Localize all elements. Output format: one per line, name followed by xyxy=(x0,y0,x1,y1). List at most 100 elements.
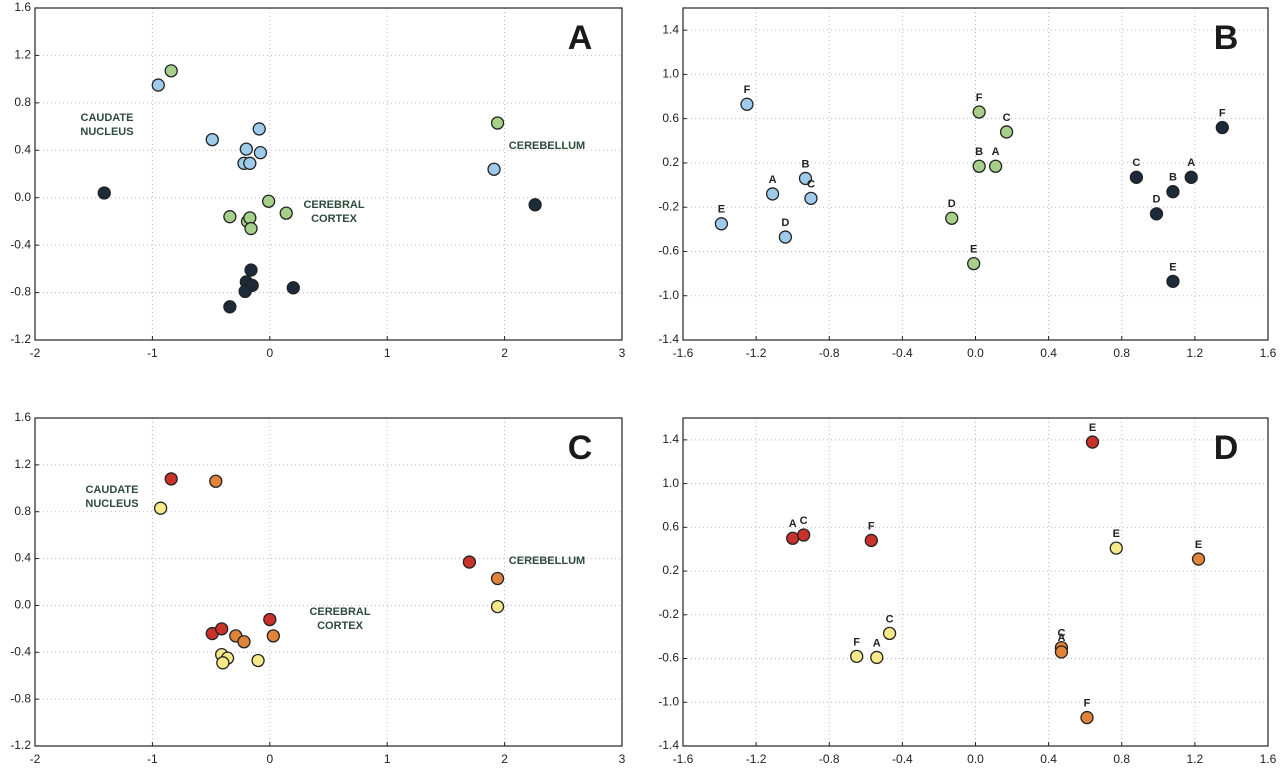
point xyxy=(261,194,276,208)
point xyxy=(252,122,266,136)
point xyxy=(1184,170,1198,184)
point-label: E xyxy=(718,204,725,216)
point xyxy=(882,626,897,641)
region-label: CORTEX xyxy=(311,213,358,225)
y-tick-label: -0.6 xyxy=(658,651,679,665)
point xyxy=(786,531,800,545)
y-tick-label: -0.2 xyxy=(658,199,679,213)
point xyxy=(205,132,219,147)
point xyxy=(999,125,1014,139)
x-tick-label: 3 xyxy=(619,752,626,766)
point xyxy=(797,528,811,542)
x-tick-label: 2 xyxy=(501,752,508,766)
y-tick-label: 1.4 xyxy=(662,432,679,446)
x-tick-label: 0.0 xyxy=(967,346,984,360)
x-tick-label: -0.4 xyxy=(892,346,913,360)
point xyxy=(972,105,986,119)
point xyxy=(216,656,230,670)
y-tick-label: 1.0 xyxy=(662,67,679,81)
point-label: A xyxy=(1187,157,1195,169)
point-label: E xyxy=(970,244,977,256)
point xyxy=(223,300,237,314)
point xyxy=(490,571,505,586)
x-tick-label: -2 xyxy=(30,752,41,766)
point xyxy=(251,653,265,668)
region-label: CAUDATE xyxy=(86,484,139,496)
x-tick-label: -1 xyxy=(147,752,158,766)
point xyxy=(253,146,268,160)
y-tick-label: 0.2 xyxy=(662,563,679,577)
point xyxy=(164,472,178,486)
y-tick-label: 0.4 xyxy=(14,142,31,156)
point-label: B xyxy=(802,158,810,170)
point xyxy=(714,217,729,231)
point xyxy=(1149,207,1164,221)
point xyxy=(1085,435,1100,449)
y-tick-label: 0.8 xyxy=(14,95,31,109)
y-tick-label: -0.2 xyxy=(658,607,679,621)
point xyxy=(1129,170,1144,184)
y-tick-label: 1.0 xyxy=(662,476,679,490)
point xyxy=(263,612,277,627)
point-label: C xyxy=(807,178,815,190)
point xyxy=(279,206,293,220)
y-tick-label: -1.2 xyxy=(10,332,31,346)
x-tick-label: -1.2 xyxy=(746,346,767,360)
y-tick-label: -1.0 xyxy=(658,694,679,708)
y-tick-label: -1.0 xyxy=(658,288,679,302)
x-tick-label: 1.2 xyxy=(1187,346,1204,360)
point xyxy=(778,230,793,244)
point xyxy=(1080,710,1094,725)
point xyxy=(223,210,237,224)
plot-frame xyxy=(34,7,623,341)
panel-letter: C xyxy=(568,429,593,467)
x-tick-label: 0 xyxy=(266,752,273,766)
plot-frame xyxy=(682,7,1269,341)
y-tick-label: -1.4 xyxy=(658,738,679,752)
y-tick-label: 1.2 xyxy=(14,457,31,471)
y-tick-label: 0.4 xyxy=(14,551,31,565)
point-label: B xyxy=(975,146,983,158)
point xyxy=(972,159,986,173)
point-label: E xyxy=(1195,539,1202,551)
point-label: C xyxy=(800,515,808,527)
point-label: F xyxy=(1219,107,1226,119)
point xyxy=(266,629,280,643)
x-tick-label: -1 xyxy=(147,346,158,360)
point xyxy=(1166,274,1180,288)
x-tick-label: -1.6 xyxy=(673,346,694,360)
point-label: D xyxy=(948,198,956,210)
y-tick-label: -1.2 xyxy=(10,738,31,752)
x-tick-label: 1.2 xyxy=(1187,752,1204,766)
point xyxy=(209,474,223,488)
x-tick-label: 0 xyxy=(266,346,273,360)
x-tick-label: 0.4 xyxy=(1040,752,1057,766)
point xyxy=(1191,552,1206,566)
point-label: F xyxy=(976,92,983,104)
x-tick-label: 0.8 xyxy=(1113,346,1130,360)
point xyxy=(151,78,165,92)
y-tick-label: 0.2 xyxy=(662,155,679,169)
y-tick-label: 0.8 xyxy=(14,504,31,518)
point xyxy=(870,650,884,665)
region-label: CAUDATE xyxy=(81,112,134,124)
x-tick-label: -0.8 xyxy=(819,346,840,360)
y-tick-label: 1.6 xyxy=(14,410,31,424)
region-label: NUCLEUS xyxy=(80,126,133,138)
x-tick-label: -1.6 xyxy=(673,752,694,766)
y-tick-label: 0.6 xyxy=(662,520,679,534)
point xyxy=(1215,120,1229,135)
x-tick-label: -1.2 xyxy=(746,752,767,766)
y-tick-label: 1.2 xyxy=(14,48,31,62)
point xyxy=(945,211,959,225)
point-label: B xyxy=(1169,172,1177,184)
point xyxy=(528,198,542,212)
x-tick-label: 1 xyxy=(384,346,391,360)
point-label: D xyxy=(1153,194,1161,206)
y-tick-label: 1.6 xyxy=(14,0,31,14)
point xyxy=(850,649,864,663)
region-label: CORTEX xyxy=(317,620,364,632)
point xyxy=(765,187,780,201)
x-tick-label: 0.8 xyxy=(1113,752,1130,766)
